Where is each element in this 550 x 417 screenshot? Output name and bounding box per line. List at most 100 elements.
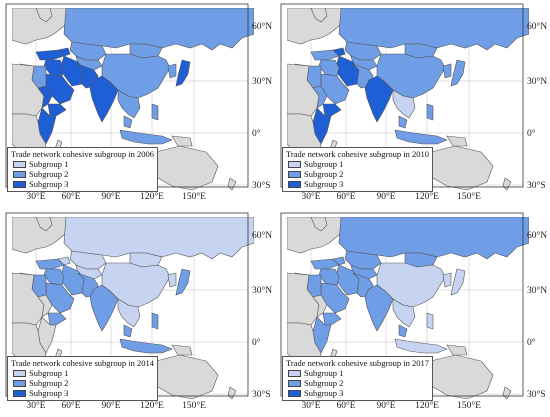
country-malaysia <box>123 115 133 129</box>
country-korea <box>167 63 177 79</box>
lon-tick-label: 120°E <box>415 191 439 202</box>
map-panel-2017: 30°E 60°E 90°E 120°E 150°E 60°N 30°N 0° 30°S Trad… <box>275 209 550 417</box>
lon-tick-label: 120°E <box>415 400 439 411</box>
lat-tick-label: 0° <box>527 337 536 348</box>
legend-label: Subgroup 1 <box>29 159 69 169</box>
legend-label: Subgroup 1 <box>29 368 69 378</box>
legend-item: Subgroup 2 <box>13 169 154 179</box>
country-russia <box>338 8 529 51</box>
legend-item: Subgroup 2 <box>13 378 154 388</box>
country-malaysia <box>123 324 133 338</box>
lat-tick-label: 60°N <box>252 21 272 32</box>
map-panel-2010: 30°E 60°E 90°E 120°E 150°E 60°N 30°N 0° 30°S Trad… <box>275 0 550 208</box>
lon-tick-label: 150°E <box>182 191 206 202</box>
legend-label: Subgroup 2 <box>304 378 344 388</box>
lon-tick-label: 60°E <box>61 191 80 202</box>
country-malaysia <box>398 115 408 129</box>
legend-label: Subgroup 1 <box>304 368 344 378</box>
country-caucasus <box>57 47 71 57</box>
country-russia <box>338 217 529 260</box>
legend-label: Subgroup 3 <box>304 179 344 189</box>
country-turkey <box>310 49 340 61</box>
country-caucasus <box>332 47 346 57</box>
country-png <box>446 135 468 147</box>
legend-swatch <box>288 379 301 387</box>
lon-tick-label: 30°E <box>26 400 45 411</box>
map-panel-2006: 30°E 60°E 90°E 120°E 150°E 60°N 30°N 0° 30°S Trad… <box>0 0 275 208</box>
legend-item: Subgroup 3 <box>13 179 154 189</box>
country-scand <box>35 217 53 232</box>
country-caucasus <box>57 256 71 266</box>
country-turkey <box>35 49 65 61</box>
lon-tick-label: 90°E <box>101 191 120 202</box>
lat-tick-label: 30°S <box>527 180 546 191</box>
country-phil <box>426 103 434 121</box>
country-phil <box>151 103 159 121</box>
lon-tick-label: 90°E <box>376 400 395 411</box>
lat-tick-label: 30°N <box>527 76 547 87</box>
legend-title: Trade network cohesive subgroup in 2017 <box>286 358 429 368</box>
country-scand <box>310 8 328 23</box>
legend: Trade network cohesive subgroup in 2006 S… <box>7 147 158 192</box>
country-turkey <box>310 258 340 270</box>
legend-swatch <box>13 389 26 397</box>
lat-tick-label: 60°N <box>527 230 547 241</box>
legend-swatch <box>288 180 301 188</box>
legend-swatch <box>13 369 26 377</box>
country-japan <box>175 59 191 87</box>
lon-tick-label: 150°E <box>457 400 481 411</box>
lat-tick-label: 30°S <box>527 389 546 400</box>
legend-item: Subgroup 3 <box>288 179 429 189</box>
legend-item: Subgroup 1 <box>13 159 154 169</box>
country-india <box>89 284 119 332</box>
legend-label: Subgroup 2 <box>304 169 344 179</box>
lat-tick-label: 60°N <box>252 230 272 241</box>
country-horn <box>322 312 342 326</box>
lat-tick-label: 0° <box>252 128 261 139</box>
country-caucasus <box>332 256 346 266</box>
lon-tick-label: 30°E <box>301 400 320 411</box>
lat-tick-label: 0° <box>527 128 536 139</box>
lon-tick-label: 60°E <box>61 400 80 411</box>
country-indo <box>394 338 448 354</box>
country-india <box>364 75 394 123</box>
legend-item: Subgroup 2 <box>288 169 429 179</box>
legend: Trade network cohesive subgroup in 2017 S… <box>282 356 433 401</box>
country-india <box>364 284 394 332</box>
legend-label: Subgroup 1 <box>304 159 344 169</box>
legend-swatch <box>288 369 301 377</box>
lat-tick-label: 60°N <box>527 21 547 32</box>
legend-swatch <box>13 180 26 188</box>
country-japan <box>175 268 191 296</box>
lon-tick-label: 120°E <box>140 400 164 411</box>
lon-tick-label: 30°E <box>26 191 45 202</box>
country-seasia <box>117 298 141 328</box>
legend-swatch <box>288 170 301 178</box>
lon-tick-label: 90°E <box>376 191 395 202</box>
country-india <box>89 75 119 123</box>
country-indo <box>119 338 173 354</box>
country-seasia <box>392 298 416 328</box>
legend-title: Trade network cohesive subgroup in 2014 <box>11 358 154 368</box>
legend-swatch <box>13 379 26 387</box>
country-russia <box>63 217 254 260</box>
country-phil <box>426 312 434 330</box>
legend-swatch <box>288 160 301 168</box>
legend-title: Trade network cohesive subgroup in 2010 <box>286 149 429 159</box>
lat-tick-label: 30°N <box>252 76 272 87</box>
legend-swatch <box>288 389 301 397</box>
country-scand <box>35 8 53 23</box>
lat-tick-label: 30°S <box>252 180 271 191</box>
country-phil <box>151 312 159 330</box>
lon-tick-label: 60°E <box>336 400 355 411</box>
legend: Trade network cohesive subgroup in 2014 S… <box>7 356 158 401</box>
country-scand <box>310 217 328 232</box>
lat-tick-label: 30°S <box>252 389 271 400</box>
legend-swatch <box>13 170 26 178</box>
country-turkey <box>35 258 65 270</box>
country-horn <box>47 312 67 326</box>
lon-tick-label: 120°E <box>140 191 164 202</box>
legend-label: Subgroup 3 <box>304 388 344 398</box>
legend-title: Trade network cohesive subgroup in 2006 <box>11 149 154 159</box>
map-panel-2014: 30°E 60°E 90°E 120°E 150°E 60°N 30°N 0° 30°S Trad… <box>0 209 275 417</box>
